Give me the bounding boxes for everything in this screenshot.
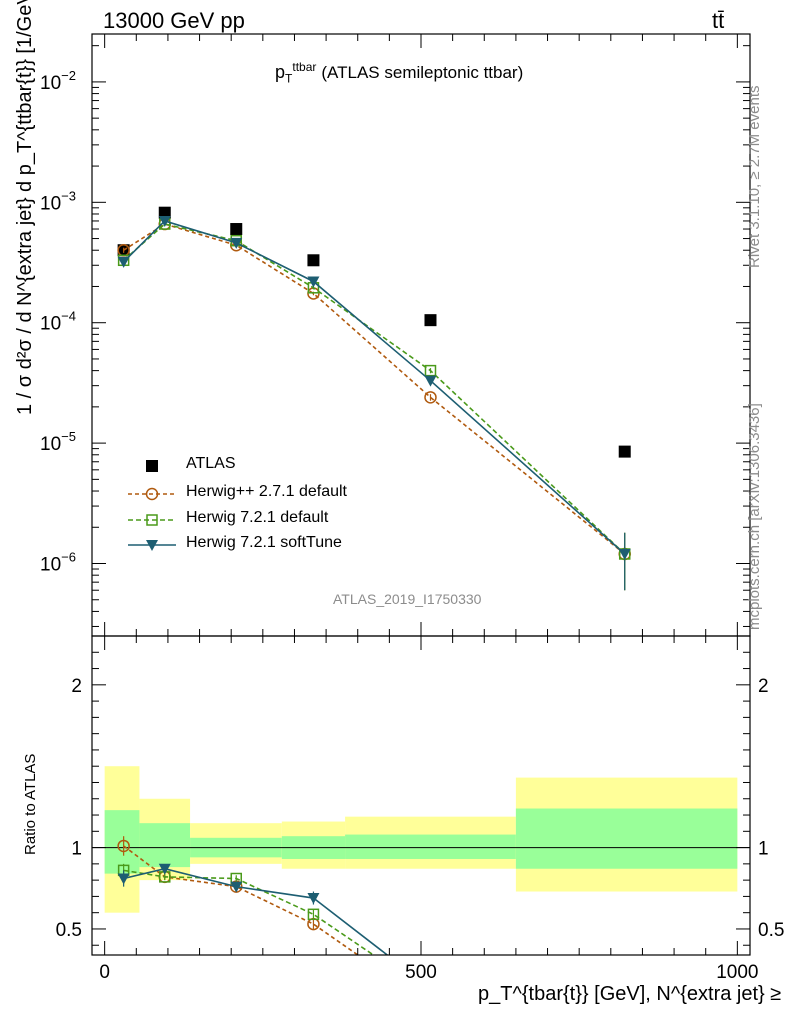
main-line	[123, 220, 626, 555]
plot-title-sub: T	[285, 71, 293, 86]
atlas-point	[307, 254, 320, 267]
main-point	[117, 256, 130, 268]
ratio-series	[117, 836, 389, 955]
ylabel-main: 1 / σ d²σ / d N^{extra jet} d p_T^{ttbar…	[14, 0, 36, 415]
atlas-point	[158, 206, 171, 219]
ratio-point	[117, 873, 130, 885]
main-line	[123, 223, 626, 555]
legend: ATLAS Herwig++ 2.7.1 default Herwig 7.2.…	[120, 452, 390, 562]
ratio-y-tick-label-right: 1	[758, 839, 769, 860]
plot-title-sup: ttbar	[292, 60, 317, 74]
ratio-band-inner	[104, 810, 140, 874]
atlas-point	[230, 223, 243, 236]
main-point	[230, 237, 243, 249]
ratio-panel	[92, 766, 750, 955]
legend-marker-atlas	[146, 460, 158, 472]
plot-title-p: p	[275, 62, 286, 82]
y-tick-label: 10−5	[40, 429, 76, 455]
ratio-y-tick-label: 1	[71, 839, 82, 860]
ratio-line	[123, 869, 375, 955]
plot-title-rest: (ATLAS semileptonic ttbar)	[321, 63, 524, 82]
x-tick-label: 500	[405, 962, 437, 983]
y-tick-label: 10−2	[40, 68, 76, 94]
atlas-point	[424, 314, 437, 327]
legend-label-atlas: ATLAS	[186, 455, 236, 472]
x-tick-label: 1000	[716, 962, 758, 983]
main-point	[424, 375, 437, 387]
mcplots-label: mcplots.cern.ch [arXiv:1306.3436]	[746, 403, 763, 630]
legend-label-herwigpp: Herwig++ 2.7.1 default	[186, 483, 347, 500]
header-right: tt̄	[712, 8, 725, 33]
ratio-y-tick-label: 0.5	[56, 920, 82, 941]
y-tick-label: 10−6	[40, 550, 76, 576]
ratio-y-tick-label-right: 0.5	[758, 920, 784, 941]
legend-marker	[146, 540, 158, 551]
y-tick-label: 10−3	[40, 188, 76, 214]
ratio-y-tick-label: 2	[71, 676, 82, 697]
ratio-point	[307, 893, 320, 905]
ratio-line	[123, 845, 360, 955]
ratio-point	[117, 839, 130, 853]
plot-title: pTttbar (ATLAS semileptonic ttbar)	[275, 60, 523, 86]
ratio-y-tick-label-right: 2	[758, 676, 769, 697]
main-series	[117, 206, 631, 591]
legend-marker	[145, 487, 159, 501]
ratio-point	[307, 908, 320, 921]
watermark: ATLAS_2019_I1750330	[333, 591, 482, 607]
xlabel: p_T^{tbar{t}} [GeV], N^{extra jet} ≥ 2	[478, 983, 786, 1005]
main-point	[424, 364, 437, 377]
main-point	[424, 391, 437, 404]
atlas-point	[618, 445, 631, 458]
rivet-label: Rivet 3.1.10, ≥ 2.7M events	[746, 85, 763, 269]
header-left: 13000 GeV pp	[103, 8, 245, 33]
ylabel-ratio: Ratio to ATLAS	[22, 753, 39, 855]
main-point	[158, 215, 171, 227]
main-point	[618, 548, 631, 560]
y-tick-label: 10−4	[40, 309, 76, 335]
ratio-point	[230, 881, 243, 893]
legend-label-softtune: Herwig 7.2.1 softTune	[186, 534, 342, 551]
legend-label-herwig721: Herwig 7.2.1 default	[186, 509, 329, 526]
ratio-point	[158, 863, 171, 875]
x-tick-label: 0	[99, 962, 110, 983]
ratio-band-inner	[139, 823, 191, 868]
legend-marker	[146, 514, 158, 526]
main-point	[307, 276, 320, 288]
ratio-band-inner	[515, 808, 738, 869]
ratio-band-inner	[345, 834, 516, 859]
